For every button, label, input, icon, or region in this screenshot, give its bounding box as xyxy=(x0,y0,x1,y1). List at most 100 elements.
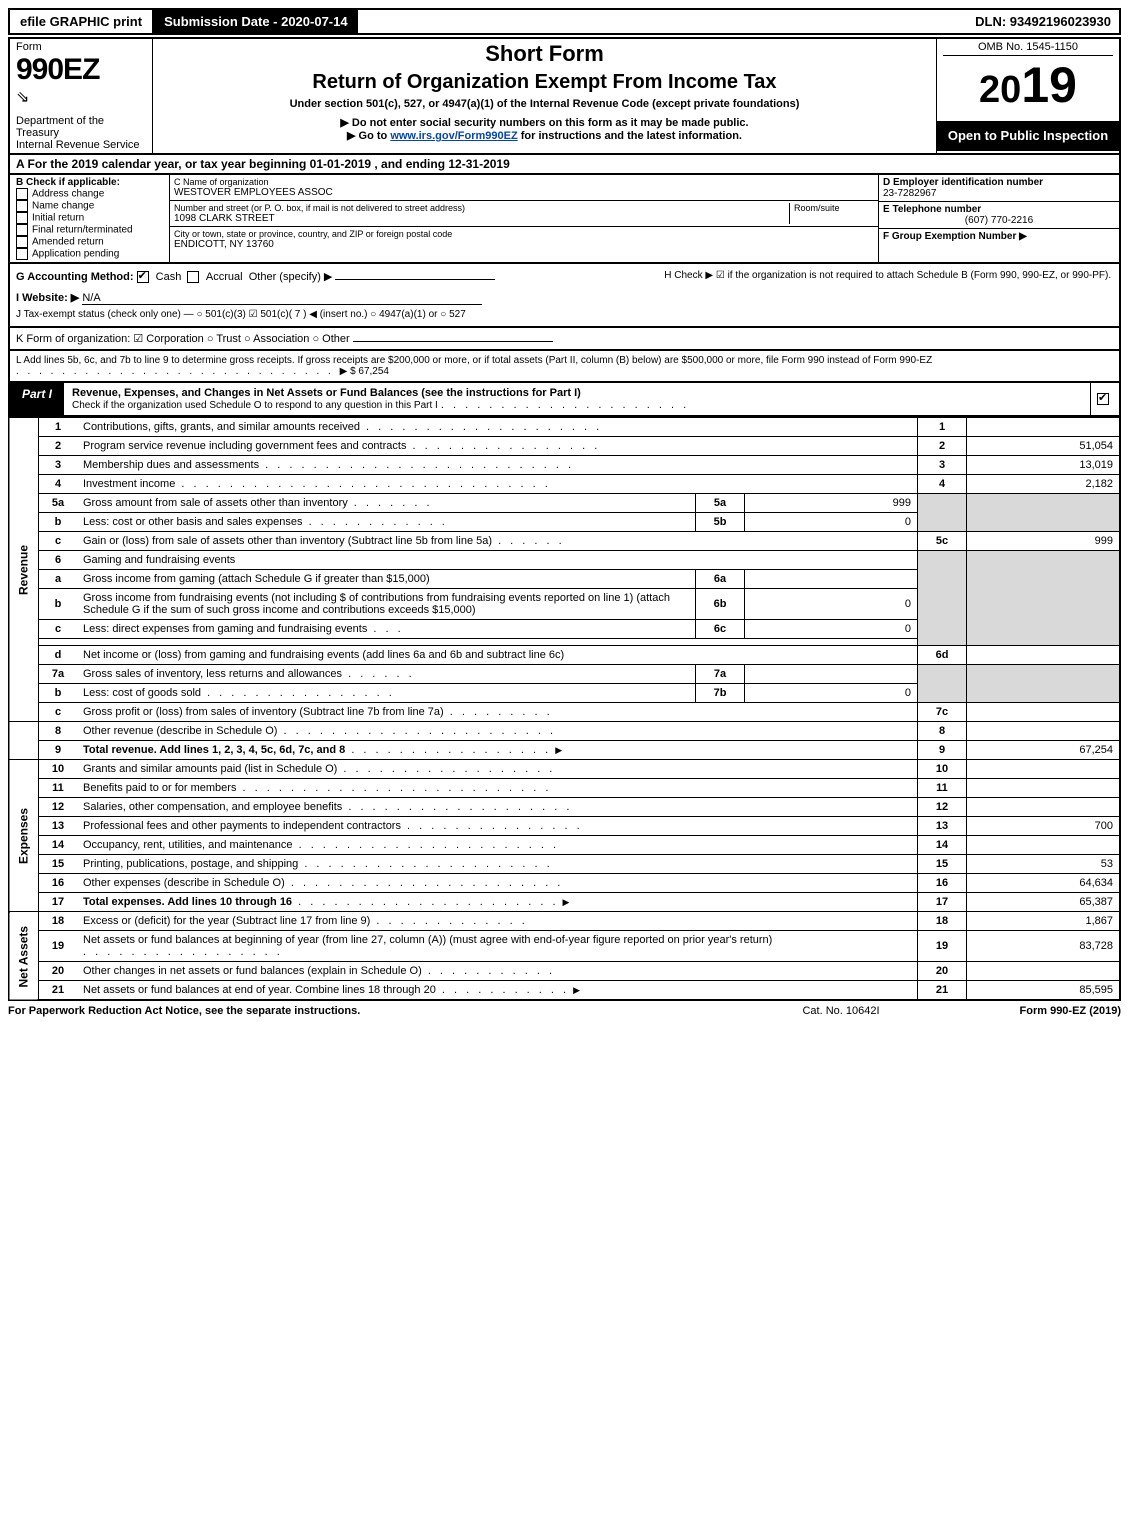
group-exemption-cell: F Group Exemption Number ▶ xyxy=(879,229,1119,244)
subval-5b: 0 xyxy=(745,513,918,532)
chk-application-pending[interactable]: Application pending xyxy=(16,248,163,260)
desc-5c: Gain or (loss) from sale of assets other… xyxy=(77,532,918,551)
no-18: 18 xyxy=(918,912,967,931)
ln-15: 15 xyxy=(39,855,78,874)
val-21: 85,595 xyxy=(967,981,1121,1001)
no-10: 10 xyxy=(918,760,967,779)
subval-5a: 999 xyxy=(745,494,918,513)
desc-2: Program service revenue including govern… xyxy=(77,437,918,456)
subtitle-section: Under section 501(c), 527, or 4947(a)(1)… xyxy=(159,98,930,110)
ln-6d-hidden xyxy=(39,639,78,646)
chk-final-return[interactable]: Final return/terminated xyxy=(16,224,163,236)
ln-6c: c xyxy=(39,620,78,639)
desc-6a: Gross income from gaming (attach Schedul… xyxy=(77,570,696,589)
desc-12: Salaries, other compensation, and employ… xyxy=(77,798,918,817)
group-exemption-label: F Group Exemption Number ▶ xyxy=(883,231,1027,242)
val-2: 51,054 xyxy=(967,437,1121,456)
val-18: 1,867 xyxy=(967,912,1121,931)
val-20 xyxy=(967,962,1121,981)
chk-address-change[interactable]: Address change xyxy=(16,188,163,200)
spacer-6 xyxy=(77,639,918,646)
part-1-header: Part I Revenue, Expenses, and Changes in… xyxy=(8,383,1121,417)
tel-value: (607) 770-2216 xyxy=(883,215,1115,226)
shade-6 xyxy=(918,551,967,646)
subval-6a xyxy=(745,570,918,589)
no-13: 13 xyxy=(918,817,967,836)
val-4: 2,182 xyxy=(967,475,1121,494)
desc-10: Grants and similar amounts paid (list in… xyxy=(77,760,918,779)
chk-amended-return[interactable]: Amended return xyxy=(16,236,163,248)
desc-18: Excess or (deficit) for the year (Subtra… xyxy=(77,912,918,931)
chk-initial-return[interactable]: Initial return xyxy=(16,212,163,224)
ln-6b: b xyxy=(39,589,78,620)
ln-7b: b xyxy=(39,684,78,703)
chk-accrual[interactable] xyxy=(187,271,199,283)
col-d-ein: D Employer identification number 23-7282… xyxy=(879,175,1119,262)
no-8: 8 xyxy=(918,722,967,741)
desc-7c: Gross profit or (loss) from sales of inv… xyxy=(77,703,918,722)
org-info-grid: B Check if applicable: Address change Na… xyxy=(8,175,1121,264)
room-label: Room/suite xyxy=(794,203,874,213)
no-16: 16 xyxy=(918,874,967,893)
form-header: Form 990EZ ⇘ Department of the Treasury … xyxy=(8,37,1121,155)
val-16: 64,634 xyxy=(967,874,1121,893)
chk-name-change[interactable]: Name change xyxy=(16,200,163,212)
ln-1: 1 xyxy=(39,418,78,437)
val-15: 53 xyxy=(967,855,1121,874)
desc-3: Membership dues and assessments . . . . … xyxy=(77,456,918,475)
form-word: Form xyxy=(16,41,146,53)
no-6d: 6d xyxy=(918,646,967,665)
line-k-form-org: K Form of organization: ☑ Corporation ○ … xyxy=(8,328,1121,351)
no-2: 2 xyxy=(918,437,967,456)
footer-catno: Cat. No. 10642I xyxy=(761,1005,921,1017)
no-21: 21 xyxy=(918,981,967,1001)
shade-7v xyxy=(967,665,1121,703)
subtitle-ssn-warn: ▶ Do not enter social security numbers o… xyxy=(159,116,930,129)
org-addr-cell: Number and street (or P. O. box, if mail… xyxy=(170,201,878,227)
subval-6c: 0 xyxy=(745,620,918,639)
desc-20: Other changes in net assets or fund bala… xyxy=(77,962,918,981)
subval-6b: 0 xyxy=(745,589,918,620)
part-1-tab: Part I xyxy=(10,383,64,415)
chk-cash[interactable] xyxy=(137,271,149,283)
no-1: 1 xyxy=(918,418,967,437)
ln-5b: b xyxy=(39,513,78,532)
no-12: 12 xyxy=(918,798,967,817)
ln-9: 9 xyxy=(39,741,78,760)
footer-formno: Form 990-EZ (2019) xyxy=(921,1005,1121,1017)
dln-label: DLN: 93492196023930 xyxy=(967,10,1119,33)
ln-6d: d xyxy=(39,646,78,665)
part-1-title: Revenue, Expenses, and Changes in Net As… xyxy=(64,383,1090,415)
org-city-cell: City or town, state or province, country… xyxy=(170,227,878,252)
no-11: 11 xyxy=(918,779,967,798)
desc-13: Professional fees and other payments to … xyxy=(77,817,918,836)
line-i-website: I Website: ▶ N/A xyxy=(16,291,644,305)
subtitle-goto: ▶ Go to www.irs.gov/Form990EZ for instru… xyxy=(159,129,930,142)
org-city: ENDICOTT, NY 13760 xyxy=(174,239,874,250)
ln-6a: a xyxy=(39,570,78,589)
desc-7b: Less: cost of goods sold . . . . . . . .… xyxy=(77,684,696,703)
no-15: 15 xyxy=(918,855,967,874)
line-g: G Accounting Method: Cash Accrual Other … xyxy=(16,270,644,283)
sub-6c: 6c xyxy=(696,620,745,639)
desc-1: Contributions, gifts, grants, and simila… xyxy=(77,418,918,437)
part-1-check[interactable] xyxy=(1090,383,1119,415)
desc-6c: Less: direct expenses from gaming and fu… xyxy=(77,620,696,639)
no-20: 20 xyxy=(918,962,967,981)
efile-print-button[interactable]: efile GRAPHIC print xyxy=(10,10,154,33)
open-inspection-cell: Open to Public Inspection xyxy=(937,122,1121,154)
side-netassets: Net Assets xyxy=(9,912,39,1001)
form-id-cell: Form 990EZ ⇘ Department of the Treasury … xyxy=(9,38,153,154)
footer-left: For Paperwork Reduction Act Notice, see … xyxy=(8,1005,761,1017)
subval-7b: 0 xyxy=(745,684,918,703)
irs-link[interactable]: www.irs.gov/Form990EZ xyxy=(390,130,517,142)
ln-5a: 5a xyxy=(39,494,78,513)
desc-15: Printing, publications, postage, and shi… xyxy=(77,855,918,874)
ln-7a: 7a xyxy=(39,665,78,684)
val-1 xyxy=(967,418,1121,437)
sub-7b: 7b xyxy=(696,684,745,703)
desc-9: Total revenue. Add lines 1, 2, 3, 4, 5c,… xyxy=(77,741,918,760)
desc-7a: Gross sales of inventory, less returns a… xyxy=(77,665,696,684)
no-5c: 5c xyxy=(918,532,967,551)
title-short-form: Short Form xyxy=(159,41,930,67)
